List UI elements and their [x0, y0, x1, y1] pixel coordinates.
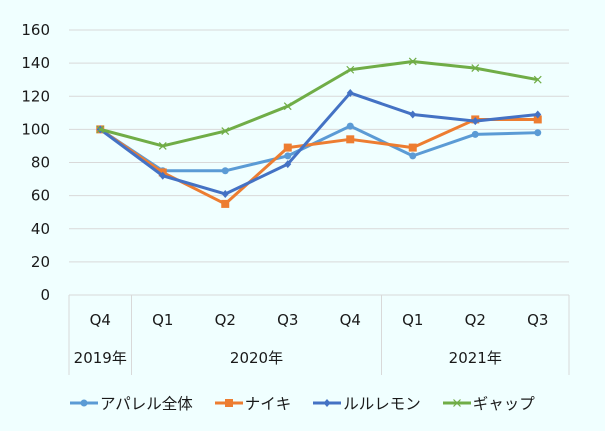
x-tick-label: Q2	[465, 311, 486, 329]
data-point-apparel	[409, 152, 417, 160]
data-point-gap	[283, 102, 292, 111]
legend: アパレル全体 ナイキ ルルレモン ギャップ	[70, 392, 535, 414]
data-point-nike	[221, 199, 230, 208]
legend-marker	[323, 399, 331, 407]
x-group-label: 2019年	[74, 349, 127, 367]
y-tick-label: 120	[21, 87, 50, 105]
x-tick-label: Q4	[340, 311, 361, 329]
data-point-lululemon	[471, 117, 479, 126]
data-point-nike	[408, 143, 417, 152]
y-tick-label: 140	[21, 54, 50, 72]
y-tick-label: 160	[21, 21, 50, 39]
data-point-gap	[158, 142, 167, 150]
data-point-apparel	[471, 130, 479, 138]
x-group-label: 2021年	[449, 349, 502, 367]
legend-swatch-gap	[442, 399, 471, 407]
data-point-apparel	[221, 167, 229, 175]
x-tick-label: Q4	[90, 311, 111, 329]
data-point-lululemon	[534, 110, 542, 119]
data-point-lululemon	[346, 88, 354, 97]
data-point-nike	[533, 115, 542, 124]
series-line-nike	[99, 117, 538, 206]
series-line-gap	[99, 59, 539, 148]
legend-swatch-lululemon	[313, 399, 342, 407]
x-tick-label: Q1	[152, 311, 173, 329]
data-point-gap	[346, 65, 355, 74]
data-point-lululemon	[221, 189, 229, 198]
x-group-label: 2020年	[230, 349, 283, 367]
x-tick-label: Q3	[527, 311, 548, 329]
data-point-gap	[96, 125, 105, 134]
legend-swatch-apparel	[70, 399, 98, 407]
data-point-nike	[283, 143, 292, 152]
y-tick-label: 60	[31, 187, 50, 205]
y-tick-label: 0	[40, 286, 50, 304]
legend-item-lululemon: ルルレモン	[313, 392, 421, 414]
x-tick-label: Q3	[277, 311, 298, 329]
y-tick-label: 100	[21, 120, 50, 138]
legend-label-lululemon: ルルレモン	[343, 395, 421, 413]
data-point-apparel	[346, 122, 354, 130]
legend-marker	[80, 399, 88, 407]
legend-marker	[224, 399, 233, 407]
y-tick-label: 20	[31, 253, 50, 271]
data-point-lululemon	[409, 110, 417, 119]
y-tick-label: 80	[31, 154, 50, 172]
data-point-gap	[408, 57, 417, 66]
data-point-apparel	[284, 152, 292, 160]
legend-label-apparel: アパレル全体	[100, 395, 193, 413]
legend-swatch-nike	[214, 399, 243, 407]
legend-label-gap: ギャップ	[472, 395, 535, 413]
series-gap	[96, 57, 542, 150]
y-tick-label: 40	[31, 220, 50, 238]
data-point-lululemon	[159, 171, 167, 180]
data-point-apparel	[534, 129, 542, 137]
x-tick-label: Q2	[215, 311, 236, 329]
data-point-lululemon	[284, 160, 292, 169]
data-point-gap	[533, 75, 542, 84]
series-line-lululemon	[99, 91, 538, 196]
legend-label-nike: ナイキ	[244, 395, 292, 413]
legend-item-nike: ナイキ	[214, 392, 292, 414]
series-line-apparel	[99, 124, 538, 173]
x-tick-label: Q1	[402, 311, 423, 329]
data-point-gap	[221, 127, 230, 135]
legend-item-apparel: アパレル全体	[70, 392, 193, 414]
data-point-gap	[471, 64, 480, 73]
legend-item-gap: ギャップ	[442, 392, 535, 414]
data-point-nike	[346, 135, 355, 144]
legend-marker	[452, 399, 461, 407]
